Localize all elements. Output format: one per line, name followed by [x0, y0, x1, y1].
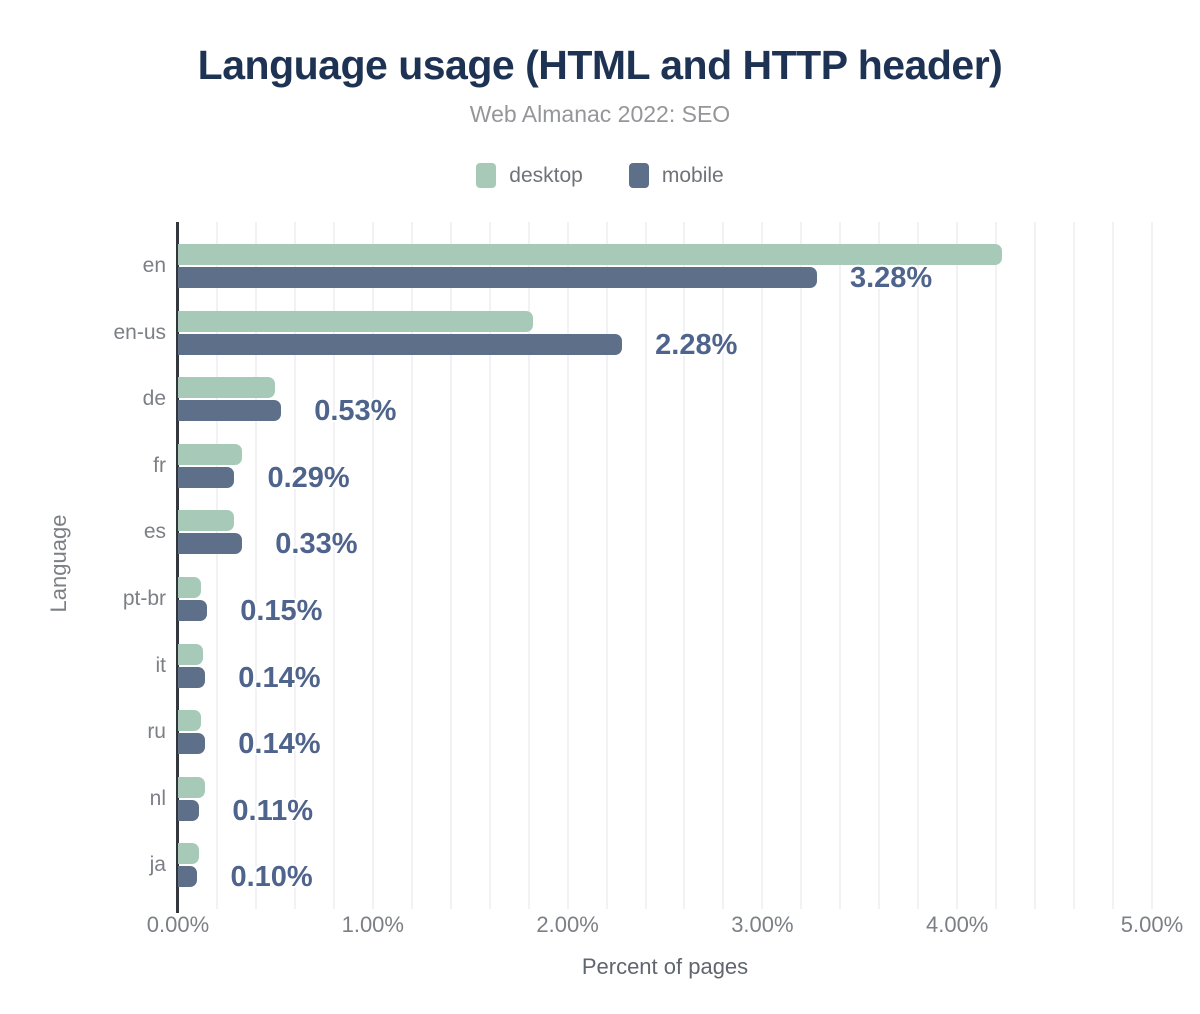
x-tick-label: 2.00% [536, 912, 599, 937]
gridline [254, 222, 257, 909]
x-tick-label: 4.00% [925, 912, 989, 937]
value-label-en: 3.28% [849, 262, 933, 294]
gridline [605, 222, 608, 909]
y-axis-title: Language [46, 514, 71, 613]
bar-mobile-en-us [178, 333, 623, 355]
y-axis-line [176, 222, 179, 913]
value-label-es: 0.33% [275, 528, 358, 561]
bar-desktop-pt-br [178, 577, 202, 598]
gridline [332, 222, 335, 909]
gridline [410, 222, 413, 909]
category-label-en-us: en-us [113, 320, 166, 344]
bar-mobile-nl [178, 799, 200, 821]
bar-desktop-it [178, 643, 204, 665]
category-label-en: en [142, 254, 166, 277]
chart-title: Language usage (HTML and HTTP header) [197, 42, 1003, 88]
value-label-en-us: 2.28% [655, 328, 738, 361]
bar-desktop-fr [178, 443, 243, 465]
x-tick-label: 5.00% [1120, 912, 1184, 937]
value-label-de: 0.53% [314, 395, 397, 428]
bar-mobile-pt-br [178, 600, 208, 621]
legend-item-mobile[interactable]: mobile [628, 163, 724, 188]
plot-area: en 3.28% en-us 2.28% de 0.53% fr 0.29% es 0.33% pt… [113, 222, 1183, 937]
bar-desktop-en [178, 244, 1002, 265]
x-tick-label: 3.00% [731, 912, 794, 937]
gridline [215, 222, 218, 909]
bar-mobile-de [178, 400, 282, 422]
value-label-fr: 0.29% [267, 461, 350, 494]
gridline [839, 222, 842, 909]
bar-mobile-fr [178, 466, 235, 488]
category-label-de: de [142, 387, 166, 411]
gridline [527, 222, 530, 909]
gridline [878, 222, 881, 909]
value-label-ru: 0.14% [238, 728, 321, 761]
bar-mobile-ja [178, 866, 198, 888]
bar-desktop-ru [178, 710, 202, 732]
gridline [761, 222, 764, 909]
legend-label-desktop: desktop [509, 163, 583, 187]
gridline [1073, 222, 1076, 909]
chart-subtitle: Web Almanac 2022: SEO [469, 101, 731, 127]
gridline [683, 222, 686, 909]
gridline [722, 222, 725, 909]
category-label-nl: nl [149, 786, 166, 810]
category-label-it: it [155, 653, 167, 677]
x-tick-label: 0.00% [146, 912, 210, 937]
mobile-swatch-icon [628, 163, 649, 188]
gridline [800, 222, 803, 909]
gridline [371, 222, 374, 909]
gridline [995, 222, 998, 909]
legend-label-mobile: mobile [661, 163, 724, 187]
desktop-swatch-icon [476, 163, 497, 188]
category-label-es: es [143, 520, 166, 544]
gridline [644, 222, 647, 909]
bar-mobile-ru [178, 733, 206, 755]
bar-desktop-nl [178, 776, 206, 798]
bar-desktop-de [178, 377, 276, 399]
gridline [956, 222, 959, 909]
gridline [293, 222, 296, 909]
category-label-pt-br: pt-br [122, 587, 166, 610]
value-label-nl: 0.11% [232, 794, 314, 827]
bar-desktop-es [178, 510, 235, 532]
gridline [1112, 222, 1115, 909]
bar-desktop-en-us [178, 310, 533, 332]
category-label-ru: ru [147, 720, 166, 744]
value-label-it: 0.14% [238, 661, 321, 694]
gridline [566, 222, 569, 909]
gridline [1151, 222, 1153, 909]
bar-mobile-en [178, 267, 817, 288]
value-label-ja: 0.10% [230, 861, 313, 894]
bar-mobile-es [178, 533, 243, 555]
gridline [488, 222, 491, 909]
bar-mobile-it [178, 666, 206, 688]
gridline [449, 222, 452, 909]
bar-desktop-ja [178, 843, 200, 865]
category-label-ja: ja [149, 853, 166, 877]
value-label-pt-br: 0.15% [240, 595, 323, 627]
legend: desktop mobile [0, 163, 1200, 188]
legend-item-desktop[interactable]: desktop [476, 163, 583, 188]
x-tick-label: 1.00% [341, 912, 404, 937]
gridline [1034, 222, 1037, 909]
gridline [917, 222, 920, 909]
category-label-fr: fr [153, 453, 166, 477]
x-axis-title: Percent of pages [581, 954, 749, 979]
